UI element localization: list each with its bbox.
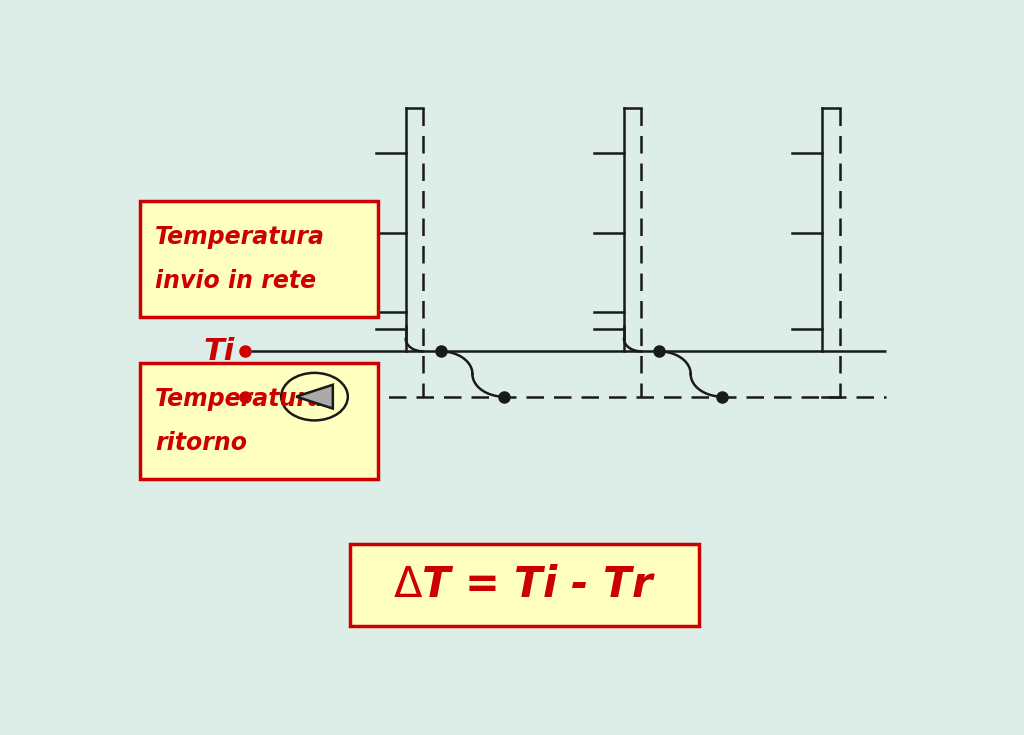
Text: Tr: Tr	[203, 382, 236, 411]
Text: Ti: Ti	[204, 337, 236, 366]
FancyBboxPatch shape	[140, 201, 378, 318]
Text: invio in rete: invio in rete	[155, 270, 316, 293]
Text: Temperatura: Temperatura	[155, 387, 325, 411]
FancyBboxPatch shape	[350, 544, 699, 626]
FancyBboxPatch shape	[140, 362, 378, 478]
Text: ritorno: ritorno	[155, 431, 247, 455]
Polygon shape	[296, 384, 333, 409]
Text: Temperatura: Temperatura	[155, 226, 325, 249]
Text: $\Delta$T = Ti - Tr: $\Delta$T = Ti - Tr	[393, 564, 656, 606]
